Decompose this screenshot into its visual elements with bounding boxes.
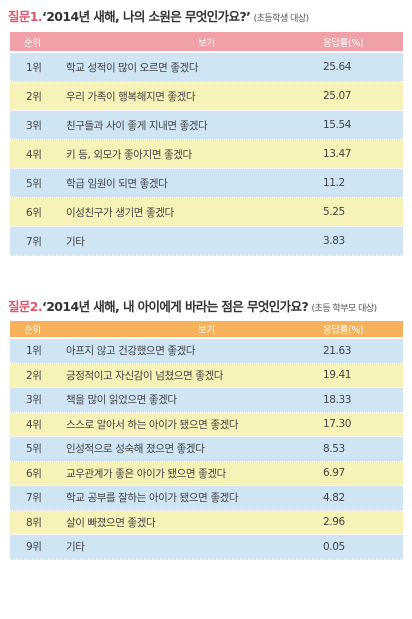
rank-cell: 6위 <box>26 206 42 219</box>
pct-cell: 2.96 <box>323 516 345 529</box>
question1-title: 질문1.‘2014년 새해, 나의 소원은 무엇인가요?’ (초등학생 대상) <box>8 6 309 25</box>
rank-cell: 2위 <box>26 369 42 382</box>
question1-text: ‘2014년 새해, 나의 소원은 무엇인가요?’ <box>42 9 251 24</box>
pct-cell: 0.05 <box>323 540 345 553</box>
rank-cell: 7위 <box>26 492 42 505</box>
header-rank: 순위 <box>24 37 41 49</box>
header-pct: 응답률(%) <box>323 325 364 336</box>
rank-cell: 7위 <box>26 235 42 248</box>
rank-cell: 4위 <box>26 418 42 431</box>
header-item: 보기 <box>198 325 215 336</box>
pct-cell: 21.63 <box>323 344 352 357</box>
item-cell: 기타 <box>66 235 85 248</box>
table-row: 3위 책을 많이 읽었으면 좋겠다 18.33 <box>10 388 403 413</box>
item-cell: 우리 가족이 행복해지면 좋겠다 <box>66 90 196 103</box>
item-cell: 키 등, 외모가 좋아지면 좋겠다 <box>66 148 192 161</box>
pct-cell: 13.47 <box>323 148 352 160</box>
table-row: 5위 학급 임원이 되면 좋겠다 11.2 <box>10 169 403 198</box>
question2-table: 순위 보기 응답률(%) 1위 아프지 않고 건강했으면 좋겠다 21.63 2… <box>10 321 403 560</box>
rank-cell: 9위 <box>26 541 42 554</box>
item-cell: 학교 공부를 잘하는 아이가 됐으면 좋겠다 <box>66 492 239 505</box>
pct-cell: 25.07 <box>323 90 352 102</box>
question1-target: (초등학생 대상) <box>253 14 310 24</box>
pct-cell: 6.97 <box>323 467 345 480</box>
pct-cell: 17.30 <box>323 418 352 431</box>
item-cell: 교우관계가 좋은 아이가 됐으면 좋겠다 <box>66 467 226 480</box>
table-header: 순위 보기 응답률(%) <box>10 321 403 339</box>
item-cell: 책을 많이 읽었으면 좋겠다 <box>66 394 177 407</box>
question2-title: 질문2.‘2014년 새해, 내 아이에게 바라는 점은 무엇인가요? (초등 … <box>8 296 377 315</box>
rank-cell: 1위 <box>26 61 42 74</box>
item-cell: 학교 성적이 많이 오르면 좋겠다 <box>66 61 199 74</box>
table-row: 4위 키 등, 외모가 좋아지면 좋겠다 13.47 <box>10 140 403 169</box>
rank-cell: 5위 <box>26 177 42 190</box>
item-cell: 살이 빠졌으면 좋겠다 <box>66 516 156 529</box>
header-item: 보기 <box>198 37 215 49</box>
item-cell: 기타 <box>66 541 85 554</box>
table-row: 3위 친구들과 사이 좋게 지내면 좋겠다 15.54 <box>10 111 403 140</box>
rank-cell: 8위 <box>26 516 42 529</box>
table-row: 7위 기타 3.83 <box>10 227 403 256</box>
item-cell: 인성적으로 성숙해 졌으면 좋겠다 <box>66 443 205 456</box>
rank-cell: 3위 <box>26 119 42 132</box>
item-cell: 아프지 않고 건강했으면 좋겠다 <box>66 345 196 358</box>
question1-table: 순위 보기 응답률(%) 1위 학교 성적이 많이 오르면 좋겠다 25.64 … <box>10 32 403 256</box>
rank-cell: 5위 <box>26 443 42 456</box>
pct-cell: 4.82 <box>323 491 345 504</box>
header-pct: 응답률(%) <box>323 37 364 49</box>
header-rank: 순위 <box>24 325 41 336</box>
table-row: 1위 학교 성적이 많이 오르면 좋겠다 25.64 <box>10 53 403 82</box>
item-cell: 학급 임원이 되면 좋겠다 <box>66 177 168 190</box>
pct-cell: 3.83 <box>323 235 345 247</box>
pct-cell: 11.2 <box>323 177 345 189</box>
rank-cell: 3위 <box>26 394 42 407</box>
pct-cell: 5.25 <box>323 206 345 218</box>
question2-label: 질문2. <box>8 299 43 314</box>
table-row: 4위 스스로 알아서 하는 아이가 됐으면 좋겠다 17.30 <box>10 412 403 437</box>
rank-cell: 6위 <box>26 467 42 480</box>
table-row: 2위 긍정적이고 자신감이 넘쳤으면 좋겠다 19.41 <box>10 363 403 388</box>
table-row: 5위 인성적으로 성숙해 졌으면 좋겠다 8.53 <box>10 437 403 462</box>
question2-target: (초등 학부모 대상) <box>311 304 377 314</box>
table-row: 1위 아프지 않고 건강했으면 좋겠다 21.63 <box>10 339 403 364</box>
rank-cell: 1위 <box>26 345 42 358</box>
item-cell: 이성친구가 생기면 좋겠다 <box>66 206 174 219</box>
pct-cell: 15.54 <box>323 119 352 131</box>
table-row: 6위 이성친구가 생기면 좋겠다 5.25 <box>10 198 403 227</box>
item-cell: 스스로 알아서 하는 아이가 됐으면 좋겠다 <box>66 418 239 431</box>
pct-cell: 19.41 <box>323 369 352 382</box>
table-row: 9위 기타 0.05 <box>10 535 403 560</box>
table-row: 2위 우리 가족이 행복해지면 좋겠다 25.07 <box>10 82 403 111</box>
item-cell: 친구들과 사이 좋게 지내면 좋겠다 <box>66 119 208 132</box>
question2-text: ‘2014년 새해, 내 아이에게 바라는 점은 무엇인가요? <box>42 299 309 314</box>
pct-cell: 8.53 <box>323 442 345 455</box>
table-header: 순위 보기 응답률(%) <box>10 32 403 53</box>
table-row: 7위 학교 공부를 잘하는 아이가 됐으면 좋겠다 4.82 <box>10 486 403 511</box>
item-cell: 긍정적이고 자신감이 넘쳤으면 좋겠다 <box>66 369 223 382</box>
table-row: 6위 교우관계가 좋은 아이가 됐으면 좋겠다 6.97 <box>10 461 403 486</box>
pct-cell: 18.33 <box>323 393 352 406</box>
rank-cell: 4위 <box>26 148 42 161</box>
question1-label: 질문1. <box>8 9 43 24</box>
pct-cell: 25.64 <box>323 61 352 73</box>
rank-cell: 2위 <box>26 90 42 103</box>
table-row: 8위 살이 빠졌으면 좋겠다 2.96 <box>10 510 403 535</box>
